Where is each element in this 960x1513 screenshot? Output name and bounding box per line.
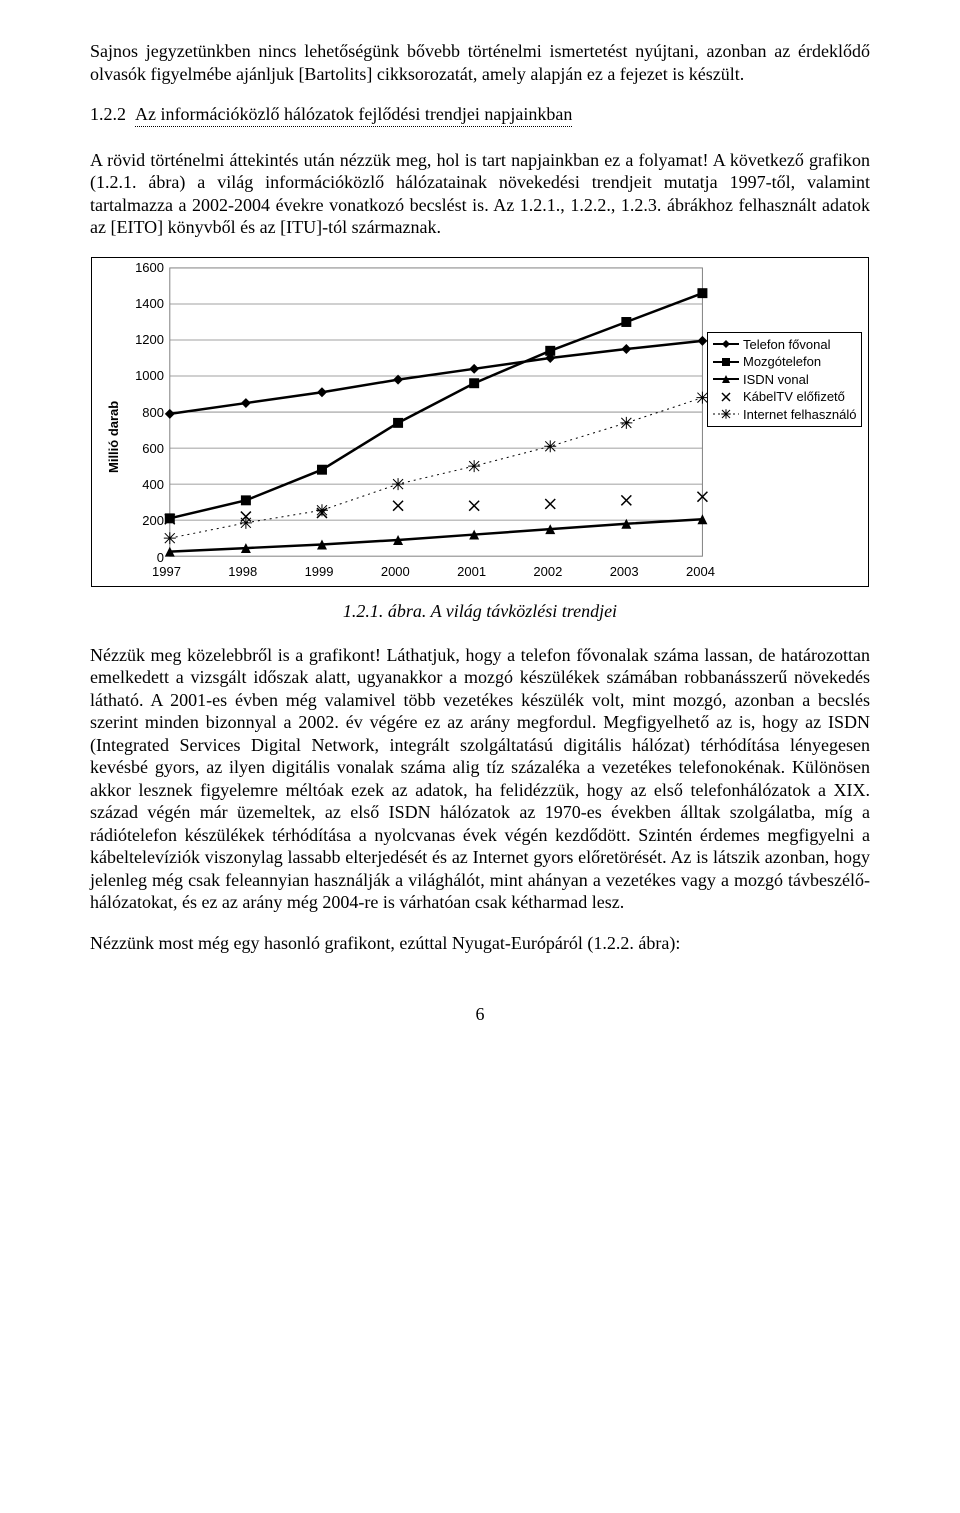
y-tick-label: 1600 [135, 260, 164, 275]
y-tick-label: 1000 [135, 368, 164, 383]
legend-row: KábelTV előfizető [713, 388, 856, 406]
legend-row: ISDN vonal [713, 371, 856, 389]
y-tick-label: 1200 [135, 332, 164, 347]
chart-caption: 1.2.1. ábra. A világ távközlési trendjei [90, 601, 870, 622]
y-tick-label: 1400 [135, 296, 164, 311]
legend-row: Mozgótelefon [713, 353, 856, 371]
legend-row: Internet felhasználó [713, 406, 856, 424]
y-axis-label: Millió darab [106, 400, 121, 472]
y-tick-label: 600 [142, 441, 164, 456]
paragraph-p3: Nézzük meg közelebbről is a grafikont! L… [90, 644, 870, 914]
x-tick-label: 2000 [381, 564, 410, 579]
trends-chart: Millió darab Telefon fővonalMozgótelefon… [91, 257, 869, 587]
x-tick-label: 2001 [457, 564, 486, 579]
heading-title: Az információközlő hálózatok fejlődési t… [135, 103, 572, 127]
x-tick-label: 1999 [305, 564, 334, 579]
paragraph-p4: Nézzünk most még egy hasonló grafikont, … [90, 932, 870, 955]
paragraph-p2: A rövid történelmi áttekintés után nézzü… [90, 149, 870, 239]
paragraph-intro: Sajnos jegyzetünkben nincs lehetőségünk … [90, 40, 870, 85]
y-tick-label: 800 [142, 405, 164, 420]
x-tick-label: 1997 [152, 564, 181, 579]
x-tick-label: 1998 [228, 564, 257, 579]
section-heading: 1.2.2 Az információközlő hálózatok fejlő… [90, 103, 870, 127]
page-number: 6 [90, 1004, 870, 1025]
legend-row: Telefon fővonal [713, 336, 856, 354]
y-tick-label: 400 [142, 477, 164, 492]
x-tick-label: 2002 [533, 564, 562, 579]
x-tick-label: 2003 [610, 564, 639, 579]
heading-number: 1.2.2 [90, 103, 126, 126]
y-tick-label: 0 [157, 550, 164, 565]
x-tick-label: 2004 [686, 564, 715, 579]
y-tick-label: 200 [142, 513, 164, 528]
chart-legend: Telefon fővonalMozgótelefonISDN vonalKáb… [707, 332, 862, 428]
